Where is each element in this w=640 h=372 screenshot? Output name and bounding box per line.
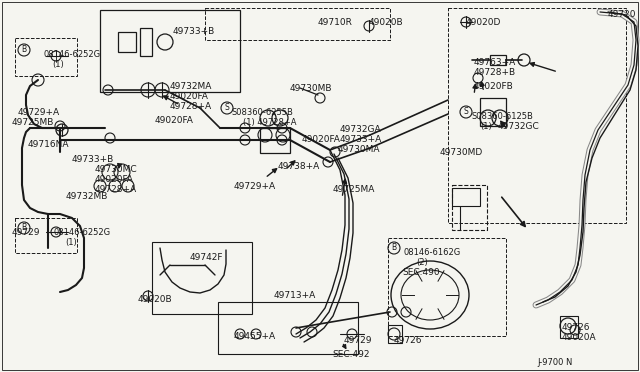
Text: S: S xyxy=(225,103,229,112)
Text: 49726: 49726 xyxy=(394,336,422,345)
Text: 49733+B: 49733+B xyxy=(72,155,115,164)
Text: 49729+A: 49729+A xyxy=(18,108,60,117)
Text: 49728+B: 49728+B xyxy=(474,68,516,77)
Text: 49732GC: 49732GC xyxy=(498,122,540,131)
Bar xyxy=(452,188,480,206)
Text: 49730MA: 49730MA xyxy=(338,145,381,154)
Text: B: B xyxy=(21,224,27,232)
Text: 08146-6252G: 08146-6252G xyxy=(43,50,100,59)
Bar xyxy=(388,238,506,336)
Text: (1): (1) xyxy=(480,122,492,131)
Text: S08360-6125B: S08360-6125B xyxy=(472,112,534,121)
Bar xyxy=(480,98,506,126)
Text: 49730MB: 49730MB xyxy=(290,84,333,93)
Bar xyxy=(15,218,77,253)
Text: 49732MB: 49732MB xyxy=(66,192,108,201)
Text: 49733+B: 49733+B xyxy=(173,27,215,36)
Bar xyxy=(260,128,290,153)
Text: 49728+A: 49728+A xyxy=(95,185,137,194)
Bar xyxy=(100,10,240,92)
Text: J-9700 N: J-9700 N xyxy=(537,358,572,367)
Bar xyxy=(452,185,487,230)
Text: (2): (2) xyxy=(416,258,428,267)
Text: SEC.490: SEC.490 xyxy=(402,268,440,277)
Text: 49020FA: 49020FA xyxy=(155,116,194,125)
Text: (1) 49728+A: (1) 49728+A xyxy=(243,118,296,127)
Text: S08360-6255B: S08360-6255B xyxy=(232,108,294,117)
Bar xyxy=(218,302,358,354)
Text: 49732MA: 49732MA xyxy=(170,82,212,91)
Text: 49713+A: 49713+A xyxy=(274,291,316,300)
Text: 49020A: 49020A xyxy=(562,333,596,342)
Bar xyxy=(560,316,578,338)
Text: 49020B: 49020B xyxy=(369,18,404,27)
Text: 49020B: 49020B xyxy=(138,295,173,304)
Text: B: B xyxy=(392,244,397,253)
Bar xyxy=(205,8,390,40)
Text: 49742F: 49742F xyxy=(190,253,223,262)
Text: 49020FA: 49020FA xyxy=(170,92,209,101)
Text: 49729: 49729 xyxy=(344,336,372,345)
Text: B: B xyxy=(21,45,27,55)
Bar xyxy=(15,38,77,76)
Text: 08146-6252G: 08146-6252G xyxy=(54,228,111,237)
Text: 49728+A: 49728+A xyxy=(170,102,212,111)
Text: 49455+A: 49455+A xyxy=(234,332,276,341)
Text: 49730MC: 49730MC xyxy=(95,165,138,174)
Text: 49729: 49729 xyxy=(12,228,40,237)
Text: (1): (1) xyxy=(65,238,77,247)
Text: 49733+A: 49733+A xyxy=(340,135,382,144)
Text: 49020FA: 49020FA xyxy=(95,175,134,184)
Text: 49716NA: 49716NA xyxy=(28,140,70,149)
Text: 49720: 49720 xyxy=(608,10,637,19)
Text: S: S xyxy=(463,108,468,116)
Bar xyxy=(140,28,152,56)
Text: 49725MA: 49725MA xyxy=(333,185,376,194)
Text: 49726: 49726 xyxy=(562,323,591,332)
Text: 49020FB: 49020FB xyxy=(474,82,514,91)
Text: (1): (1) xyxy=(52,60,64,69)
Bar xyxy=(152,242,252,314)
Text: 08146-6162G: 08146-6162G xyxy=(404,248,461,257)
Text: 49763+A: 49763+A xyxy=(474,58,516,67)
Text: 49738+A: 49738+A xyxy=(278,162,320,171)
Text: 49710R: 49710R xyxy=(318,18,353,27)
Text: 49732GA: 49732GA xyxy=(340,125,381,134)
Text: SEC.492: SEC.492 xyxy=(332,350,369,359)
Bar xyxy=(388,325,402,343)
Text: 49020D: 49020D xyxy=(466,18,501,27)
Bar xyxy=(448,8,626,223)
Text: 49730MD: 49730MD xyxy=(440,148,483,157)
Bar xyxy=(490,55,506,65)
Text: 49725MB: 49725MB xyxy=(12,118,54,127)
Bar xyxy=(118,32,136,52)
Text: 49020FA: 49020FA xyxy=(302,135,341,144)
Text: 49729+A: 49729+A xyxy=(234,182,276,191)
